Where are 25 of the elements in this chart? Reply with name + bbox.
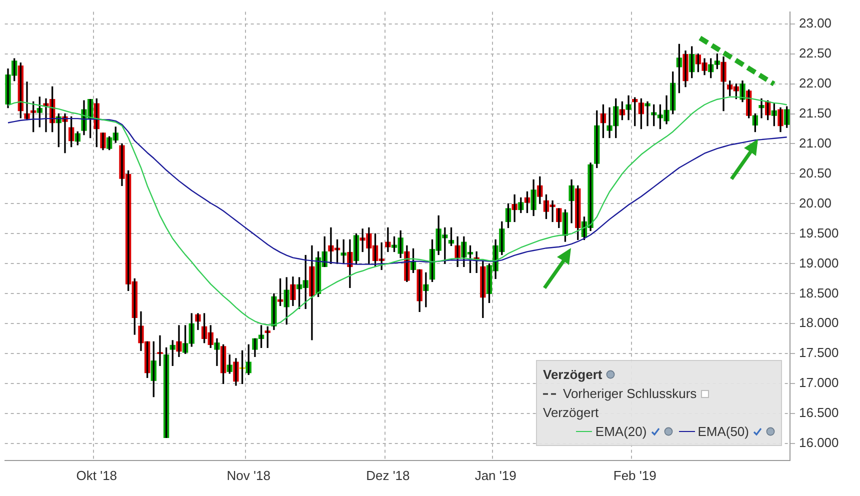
y-tick-label: 21.00 <box>799 135 832 150</box>
y-tick-label: 17.500 <box>799 345 839 360</box>
y-tick-label: 23.00 <box>799 15 832 30</box>
x-tick-label: Feb '19 <box>613 468 656 483</box>
y-tick-label: 16.000 <box>799 435 839 450</box>
annotation: Verzögert <box>543 366 602 384</box>
y-tick-label: 19.500 <box>799 225 839 240</box>
y-tick-label: 19.000 <box>799 255 839 270</box>
legend-label: EMA(20) <box>595 423 647 441</box>
legend-title: Verzögert <box>543 404 600 422</box>
y-tick-label: 16.500 <box>799 405 839 420</box>
y-tick-label: 17.000 <box>799 375 839 390</box>
x-tick-label: Nov '18 <box>226 468 270 483</box>
x-tick-label: Dez '18 <box>366 468 410 483</box>
annotation: Vorheriger Schlusskurs <box>563 385 697 403</box>
y-tick-label: 18.500 <box>799 285 839 300</box>
x-tick-label: Jan '19 <box>474 468 516 483</box>
y-tick-label: 22.00 <box>799 75 832 90</box>
y-tick-label: 18.000 <box>799 315 839 330</box>
y-tick-label: 21.50 <box>799 105 832 120</box>
legend-label: EMA(50) <box>698 423 749 441</box>
y-tick-label: 22.50 <box>799 45 832 60</box>
y-tick-label: 20.50 <box>799 165 832 180</box>
x-tick-label: Okt '18 <box>76 468 118 483</box>
y-tick-label: 20.00 <box>799 195 832 210</box>
